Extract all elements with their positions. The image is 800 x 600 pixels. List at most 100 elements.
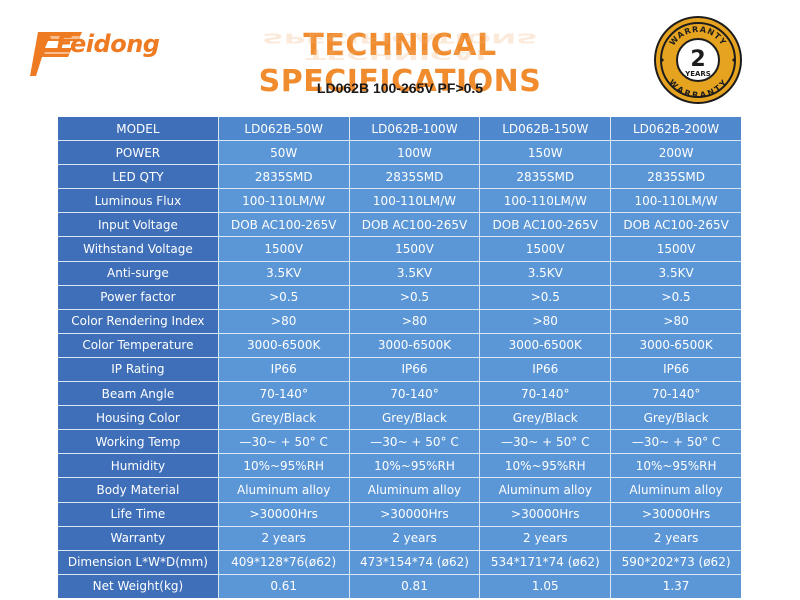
row-label: Withstand Voltage bbox=[58, 236, 219, 262]
table-cell: 3.5KV bbox=[479, 261, 612, 286]
table-cell: IP66 bbox=[349, 357, 481, 383]
row-label: Power factor bbox=[58, 285, 219, 310]
table-cell: Aluminum alloy bbox=[218, 477, 350, 503]
table-cell: 100-110LM/W bbox=[479, 188, 612, 214]
table-cell: 0.81 bbox=[349, 574, 481, 598]
table-cell: 590*202*73 (ø62) bbox=[610, 550, 741, 575]
table-cell: 10%~95%RH bbox=[218, 453, 350, 479]
table-cell: 1.05 bbox=[479, 574, 612, 598]
table-row: IP Rating IP66 IP66 IP66 IP66 bbox=[58, 357, 741, 383]
table-cell: 10%~95%RH bbox=[479, 453, 612, 479]
spec-table: MODEL LD062B-50W LD062B-100W LD062B-150W LD0… bbox=[58, 117, 741, 598]
feidong-logo-icon bbox=[30, 32, 82, 76]
table-cell: 100-110LM/W bbox=[218, 188, 350, 214]
warranty-seal-icon: WARRANTY WARRANTY 2 YEARS bbox=[654, 16, 742, 104]
row-label: Body Material bbox=[58, 477, 219, 503]
table-cell: >30000Hrs bbox=[218, 502, 350, 527]
table-cell: 3.5KV bbox=[349, 261, 481, 286]
table-cell: 409*128*76(ø62) bbox=[218, 550, 350, 575]
table-cell: LD062B-50W bbox=[218, 117, 350, 142]
row-label: Warranty bbox=[58, 526, 219, 551]
table-row: Dimension L*W*D(mm) 409*128*76(ø62) 473*15… bbox=[58, 550, 741, 575]
row-label: Net Weight(kg) bbox=[58, 574, 219, 598]
table-cell: 70-140° bbox=[349, 381, 481, 407]
table-cell: 2835SMD bbox=[349, 164, 481, 190]
table-row: Body Material Aluminum alloy Aluminum allo… bbox=[58, 477, 741, 503]
table-cell: >80 bbox=[349, 309, 481, 334]
table-cell: >30000Hrs bbox=[349, 502, 481, 527]
table-cell: 0.61 bbox=[218, 574, 350, 598]
row-label: Life Time bbox=[58, 502, 219, 527]
table-cell: 1500V bbox=[218, 236, 350, 262]
table-cell: —30~ + 50° C bbox=[349, 429, 481, 455]
row-label: Working Temp bbox=[58, 429, 219, 455]
table-cell: Aluminum alloy bbox=[479, 477, 612, 503]
table-cell: DOB AC100-265V bbox=[349, 212, 481, 238]
table-row: Working Temp —30~ + 50° C —30~ + 50° C —30~… bbox=[58, 429, 741, 455]
table-cell: LD062B-150W bbox=[479, 117, 612, 142]
row-label: POWER bbox=[58, 140, 219, 166]
table-row: Luminous Flux 100-110LM/W 100-110LM/W 100-1… bbox=[58, 188, 741, 214]
row-label: Anti-surge bbox=[58, 261, 219, 286]
badge-number: 2 bbox=[690, 47, 705, 72]
row-label: Dimension L*W*D(mm) bbox=[58, 550, 219, 575]
table-cell: 200W bbox=[610, 140, 741, 166]
table-cell: 1500V bbox=[610, 236, 741, 262]
table-cell: 1.37 bbox=[662, 579, 690, 594]
table-cell: 2 years bbox=[218, 526, 350, 551]
table-cell: LD062B-200W bbox=[610, 117, 741, 142]
badge-years: YEARS bbox=[684, 70, 711, 78]
table-cell: 2835SMD bbox=[610, 164, 741, 190]
table-cell: 70-140° bbox=[479, 381, 612, 407]
table-row: LED QTY 2835SMD 2835SMD 2835SMD 2835SMD bbox=[58, 164, 741, 190]
brand-logo bbox=[30, 26, 180, 82]
table-cell: 2835SMD bbox=[218, 164, 350, 190]
table-row: POWER 50W 100W 150W 200W bbox=[58, 140, 741, 166]
table-cell: >0.5 bbox=[349, 285, 481, 310]
table-cell: DOB AC100-265V bbox=[479, 212, 612, 238]
table-row: Warranty 2 years 2 years 2 years 2 years bbox=[58, 526, 741, 551]
table-cell: Aluminum alloy bbox=[349, 477, 481, 503]
table-cell: IP66 bbox=[218, 357, 350, 383]
table-cell: Grey/Black bbox=[218, 405, 350, 431]
table-cell: 70-140° bbox=[218, 381, 350, 407]
table-cell: 2835SMD bbox=[479, 164, 612, 190]
table-row: Beam Angle 70-140° 70-140° 70-140° 70-140° bbox=[58, 381, 741, 407]
table-row: Anti-surge 3.5KV 3.5KV 3.5KV 3.5KV bbox=[58, 261, 741, 286]
table-row: Color Rendering Index >80 >80 >80 >80 bbox=[58, 309, 741, 334]
table-cell: DOB AC100-265V bbox=[610, 212, 741, 238]
table-cell: 2 years bbox=[610, 526, 741, 551]
table-cell: 473*154*74 (ø62) bbox=[349, 550, 481, 575]
row-label: Color Temperature bbox=[58, 333, 219, 358]
row-label: Color Rendering Index bbox=[58, 309, 219, 334]
table-row: Input Voltage DOB AC100-265V DOB AC100-265… bbox=[58, 212, 741, 238]
table-cell: 3.5KV bbox=[610, 261, 741, 286]
row-label: Humidity bbox=[58, 453, 219, 479]
table-cell: >0.5 bbox=[479, 285, 612, 310]
table-cell: —30~ + 50° C bbox=[218, 429, 350, 455]
table-cell: 50W bbox=[218, 140, 350, 166]
table-row: Net Weight(kg) 0.61 0.81 1.05 1.37 bbox=[58, 574, 741, 598]
page-title: TECHNICAL SPECIFICATIONS bbox=[258, 28, 542, 99]
table-cell: 3.5KV bbox=[218, 261, 350, 286]
table-row: MODEL LD062B-50W LD062B-100W LD062B-150W LD0… bbox=[58, 117, 741, 142]
table-cell: —30~ + 50° C bbox=[610, 429, 741, 455]
table-cell: 2 years bbox=[479, 526, 612, 551]
row-label: Input Voltage bbox=[58, 212, 219, 238]
table-cell: LD062B-100W bbox=[349, 117, 481, 142]
row-label: LED QTY bbox=[58, 164, 219, 190]
table-cell: DOB AC100-265V bbox=[218, 212, 350, 238]
table-cell: >0.5 bbox=[610, 285, 741, 310]
row-label: MODEL bbox=[58, 117, 219, 142]
table-cell: >80 bbox=[610, 309, 741, 334]
warranty-badge: WARRANTY WARRANTY 2 YEARS bbox=[652, 14, 744, 106]
table-cell: 10%~95%RH bbox=[349, 453, 481, 479]
table-cell: >80 bbox=[479, 309, 612, 334]
table-cell: 3000-6500K bbox=[610, 333, 741, 358]
table-row: Power factor >0.5 >0.5 >0.5 >0.5 bbox=[58, 285, 741, 310]
table-cell: Aluminum alloy bbox=[610, 477, 741, 503]
row-label: Luminous Flux bbox=[58, 188, 219, 214]
table-cell: 3000-6500K bbox=[218, 333, 350, 358]
table-cell: 150W bbox=[479, 140, 612, 166]
table-cell: 100W bbox=[349, 140, 481, 166]
